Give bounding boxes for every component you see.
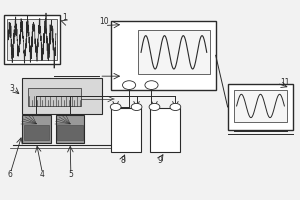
Bar [4,15,60,64]
Bar [57,125,83,140]
Text: 5: 5 [68,170,73,179]
Bar [7,19,57,60]
Text: 10: 10 [99,17,109,26]
Bar [111,108,141,152]
Bar [138,30,210,74]
Circle shape [145,81,158,89]
Bar [234,90,287,122]
Bar [28,88,81,106]
Text: 3: 3 [9,84,14,93]
Bar [22,115,51,143]
Bar [56,115,84,143]
Bar [228,84,293,130]
Text: 8: 8 [120,156,125,165]
Bar [22,78,102,114]
Text: 6: 6 [7,170,12,179]
Bar [111,21,216,90]
Circle shape [131,103,142,111]
Bar [150,108,180,152]
Text: 9: 9 [158,156,162,165]
Circle shape [170,103,181,111]
Bar [24,125,49,140]
Circle shape [149,103,160,111]
Text: 4: 4 [40,170,44,179]
Circle shape [110,103,121,111]
Circle shape [122,81,136,89]
Text: 11: 11 [280,78,290,87]
Text: 1: 1 [62,13,67,22]
